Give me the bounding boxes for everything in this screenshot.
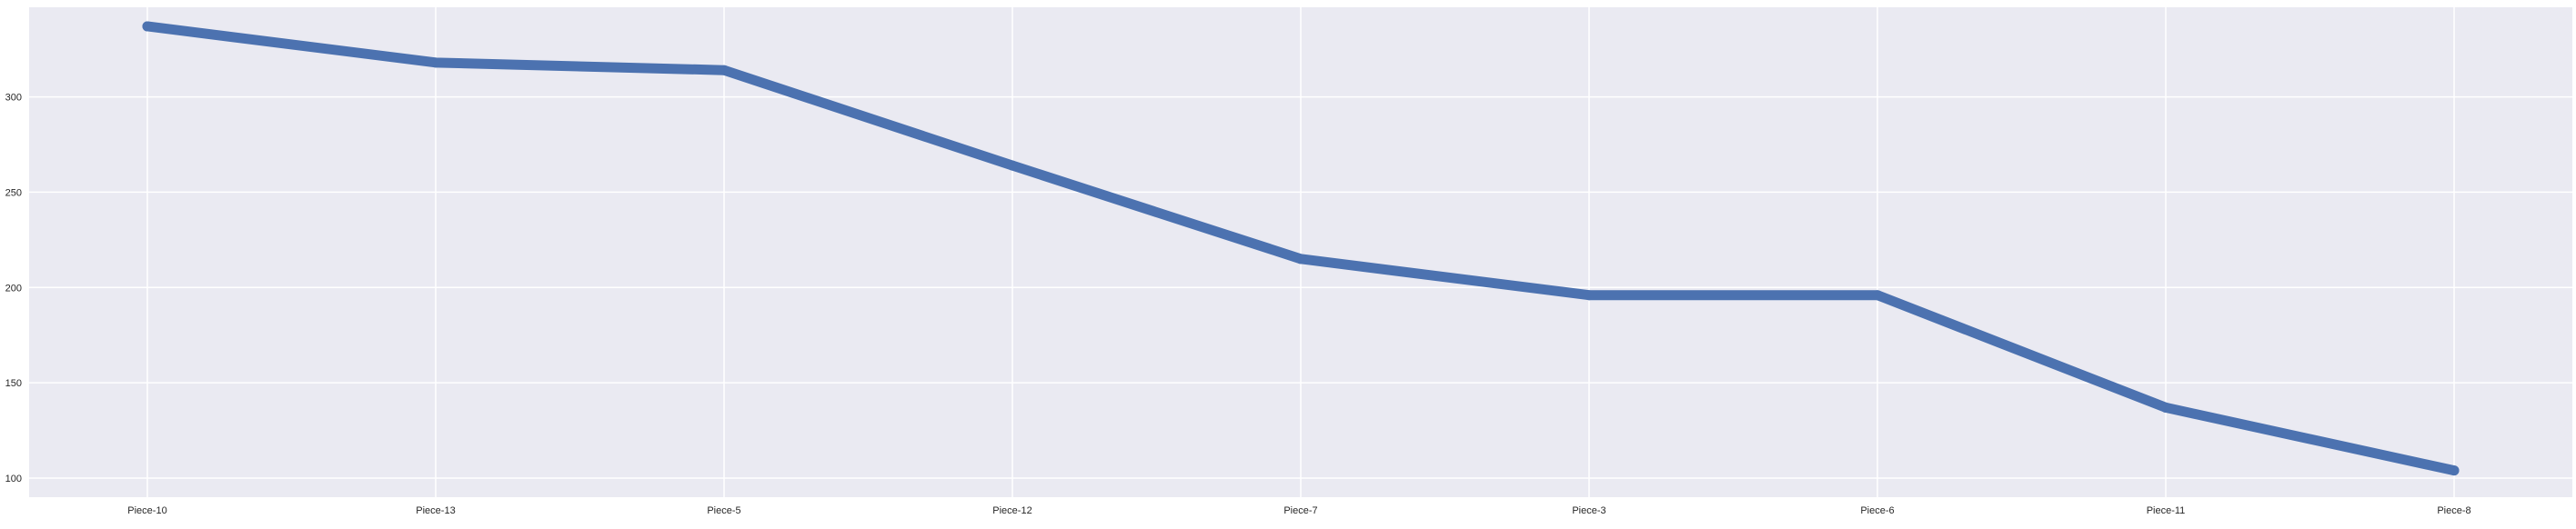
data-point	[430, 57, 441, 68]
x-axis-tick-labels: Piece-10 Piece-13 Piece-5 Piece-12 Piece-7 Pi…	[127, 505, 2470, 516]
series-group	[142, 21, 2460, 476]
y-axis-tick-labels: 100 150 200 250 300	[5, 93, 22, 484]
data-point	[2449, 465, 2460, 476]
x-tick-label: Piece-5	[707, 505, 740, 516]
data-point	[719, 65, 730, 75]
x-tick-label: Piece-3	[1572, 505, 1605, 516]
y-tick-label: 200	[5, 283, 22, 294]
y-tick-label: 300	[5, 93, 22, 104]
x-tick-label: Piece-13	[416, 505, 455, 516]
gridlines	[29, 7, 2572, 497]
data-point	[2160, 402, 2171, 413]
data-point	[1584, 290, 1595, 301]
data-point	[1295, 254, 1306, 264]
x-tick-label: Piece-12	[992, 505, 1031, 516]
y-tick-label: 150	[5, 378, 22, 389]
data-point	[1872, 290, 1883, 301]
data-point	[1007, 160, 1018, 171]
x-tick-label: Piece-6	[1860, 505, 1894, 516]
x-tick-label: Piece-10	[127, 505, 166, 516]
x-tick-label: Piece-7	[1283, 505, 1317, 516]
y-tick-label: 100	[5, 474, 22, 484]
data-point	[142, 21, 153, 32]
y-tick-label: 250	[5, 187, 22, 198]
x-tick-label: Piece-8	[2437, 505, 2470, 516]
x-tick-label: Piece-11	[2147, 505, 2186, 516]
